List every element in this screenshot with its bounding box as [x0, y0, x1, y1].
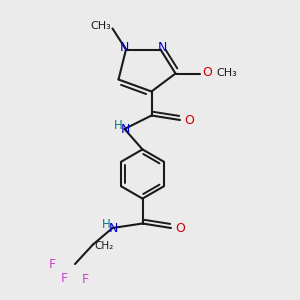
Text: F: F — [49, 257, 56, 271]
Text: H: H — [101, 218, 110, 231]
Text: N: N — [157, 40, 167, 54]
Text: F: F — [61, 272, 68, 286]
Text: H: H — [113, 119, 122, 132]
Text: CH₃: CH₃ — [90, 21, 111, 31]
Text: N: N — [120, 40, 129, 54]
Text: O: O — [202, 66, 212, 80]
Text: N: N — [120, 123, 130, 136]
Text: F: F — [82, 273, 89, 286]
Text: CH₃: CH₃ — [216, 68, 237, 78]
Text: O: O — [175, 221, 185, 235]
Text: N: N — [108, 222, 118, 235]
Text: O: O — [184, 113, 194, 127]
Text: CH₂: CH₂ — [94, 241, 114, 251]
